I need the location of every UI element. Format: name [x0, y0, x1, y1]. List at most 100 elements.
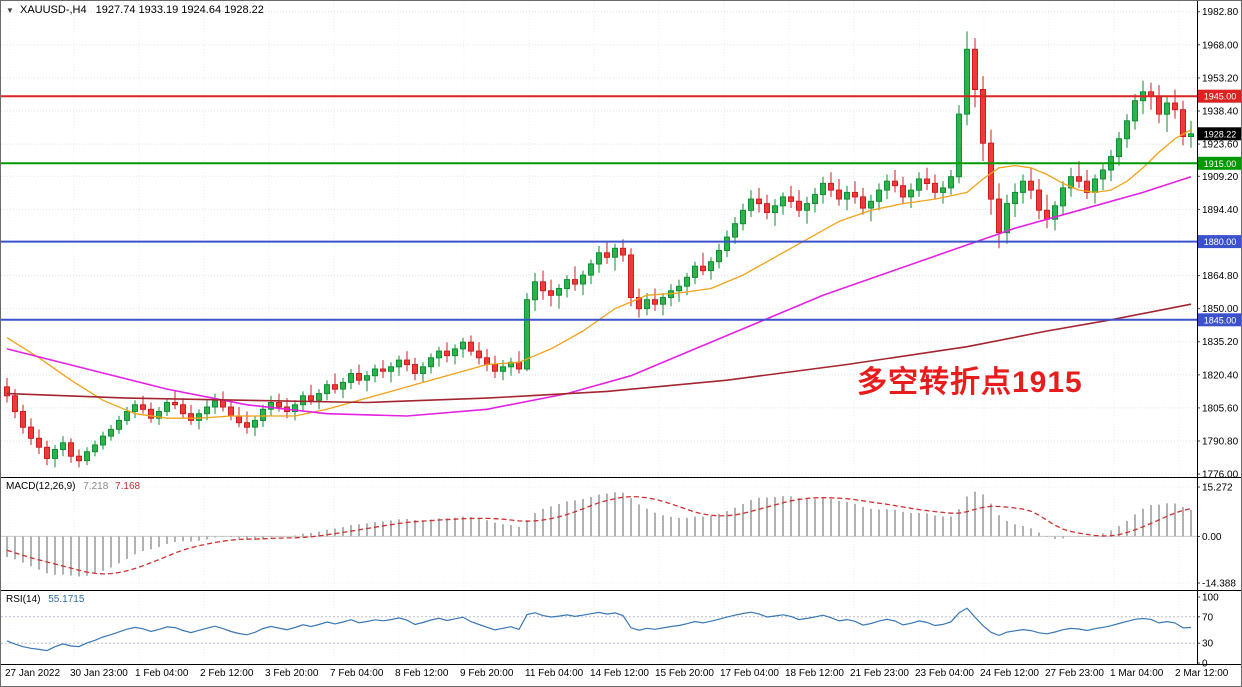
candle-body [228, 406, 234, 417]
current-price-tag [1198, 127, 1241, 141]
price-level-tag[interactable] [1198, 89, 1242, 103]
price-tick-label: 1835.20 [1202, 337, 1239, 348]
macd-axis-label: 15.272 [1202, 483, 1233, 494]
time-tick-label: 8 Feb 12:00 [395, 668, 449, 679]
price-tick-label: 1909.20 [1202, 172, 1239, 183]
macd-main-value: 7.218 [83, 481, 109, 492]
price-level-tag[interactable] [1198, 156, 1242, 170]
candle-body [700, 265, 706, 272]
price-level-tag-label: 1915.00 [1204, 159, 1237, 169]
candle-body [244, 422, 250, 428]
candle-body [236, 415, 242, 424]
candle-body [492, 364, 498, 372]
rsi-value: 55.1715 [48, 594, 85, 605]
candle-body [484, 357, 490, 365]
candle-body [148, 408, 154, 419]
candle-body [1052, 205, 1058, 220]
candle-body [292, 404, 298, 412]
candle-body [108, 428, 114, 437]
candle-body [124, 411, 130, 421]
candle-body [972, 48, 978, 90]
candle-body [1092, 178, 1098, 193]
candle-body [716, 250, 722, 263]
macd-pane [1, 486, 1197, 584]
candle-body [300, 395, 306, 406]
candle-body [420, 366, 426, 374]
price-level-tag[interactable] [1198, 313, 1242, 327]
candle-body [436, 350, 442, 359]
candle-body [564, 279, 570, 290]
candle-body [76, 455, 82, 462]
macd-name: MACD(12,26,9) [6, 481, 76, 492]
time-tick-label: 27 Feb 23:00 [1045, 668, 1104, 679]
candle-body [804, 203, 810, 211]
candle-body [1068, 176, 1074, 189]
candle-body [364, 375, 370, 381]
time-tick-label: 11 Feb 04:00 [525, 668, 584, 679]
time-tick-label: 1 Feb 04:00 [135, 668, 189, 679]
candle-body [628, 254, 634, 298]
macd-axis-label: 0.00 [1202, 532, 1222, 543]
price-tick-label: 1864.80 [1202, 271, 1239, 282]
candle-body [1044, 209, 1050, 220]
candle-body [604, 252, 610, 258]
candle-body [156, 411, 162, 419]
candle-body [788, 196, 794, 202]
candle-body [1100, 169, 1106, 180]
symbol-title: ▼ XAUUSD-,H4 1927.74 1933.19 1924.64 192… [6, 4, 264, 16]
candle-body [36, 437, 42, 448]
time-tick-label: 18 Feb 12:00 [785, 668, 844, 679]
candle-body [92, 444, 98, 453]
candle-body [596, 252, 602, 265]
candle-body [868, 200, 874, 209]
candle-body [812, 194, 818, 205]
candle-body [1020, 180, 1026, 193]
price-tick-label: 1938.40 [1202, 107, 1239, 118]
candle-body [844, 191, 850, 200]
chart-annotation-text: 多空转折点1915 [857, 366, 1083, 399]
candle-body [820, 182, 826, 196]
candle-body [100, 435, 106, 446]
candle-body [780, 196, 786, 207]
candle-body [196, 413, 202, 421]
candle-body [116, 419, 122, 430]
price-tick-label: 1953.20 [1202, 73, 1239, 84]
candle-body [764, 203, 770, 214]
dropdown-arrow-icon[interactable]: ▼ [6, 6, 14, 15]
candle-body [548, 290, 554, 296]
candle-body [956, 113, 962, 178]
candle-body [180, 404, 186, 415]
price-tick-label: 1923.60 [1202, 140, 1239, 151]
time-tick-label: 2 Feb 12:00 [200, 668, 254, 679]
candle-body [308, 395, 314, 401]
price-tick-label: 1820.40 [1202, 370, 1239, 381]
candle-body [52, 449, 58, 459]
rsi-pane [1, 607, 1197, 652]
candle-body [1012, 191, 1018, 205]
price-tick-label: 1805.60 [1202, 403, 1239, 414]
candle-body [500, 366, 506, 372]
time-tick-label: 24 Feb 12:00 [980, 668, 1039, 679]
candle-body [572, 279, 578, 285]
candle-body [644, 299, 650, 310]
candle-body [1172, 102, 1178, 111]
price-tick-label: 1790.80 [1202, 437, 1239, 448]
time-tick-label: 14 Feb 12:00 [590, 668, 649, 679]
candle-body [884, 180, 890, 191]
candle-body [60, 442, 66, 450]
candle-body [20, 411, 26, 428]
price-level-tag[interactable] [1198, 235, 1242, 249]
candle-body [988, 142, 994, 200]
macd-signal-line [6, 495, 1192, 575]
candle-body [908, 189, 914, 198]
symbol-name: XAUUSD-,H4 [19, 4, 87, 16]
candle-body [4, 386, 10, 397]
candle-body [1060, 187, 1066, 207]
candle-body [724, 236, 730, 252]
candle-body [532, 281, 538, 301]
candle-body [748, 198, 754, 211]
candle-body [324, 384, 330, 395]
candle-body [732, 223, 738, 238]
